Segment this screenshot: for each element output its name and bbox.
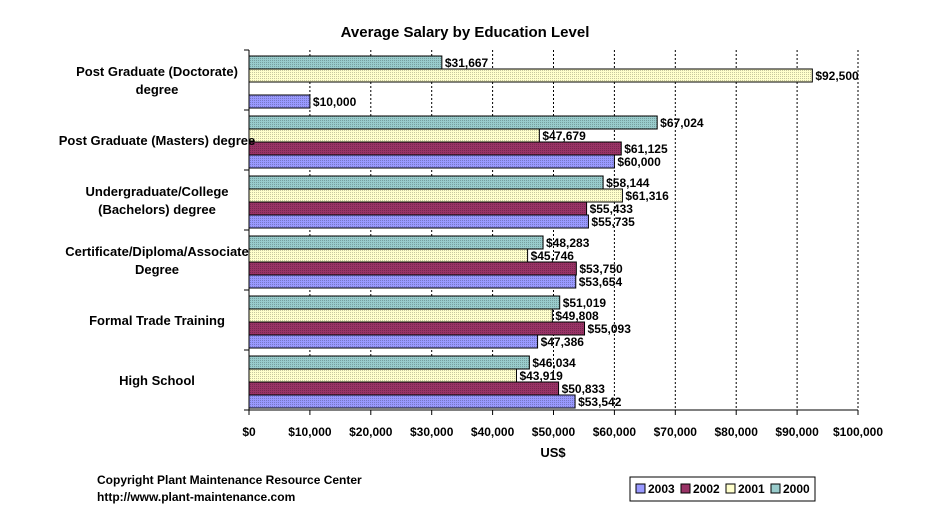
bar-texture	[249, 236, 544, 249]
data-label: $51,019	[563, 296, 607, 310]
x-tick-label: $80,000	[715, 425, 759, 439]
category-label: Post Graduate (Masters) degree	[59, 133, 256, 148]
data-label: $60,000	[617, 155, 661, 169]
bar-texture	[249, 189, 623, 202]
x-tick-label: $60,000	[593, 425, 637, 439]
legend-box	[629, 476, 816, 502]
bar-texture	[249, 142, 622, 155]
legend-swatch-2002	[680, 483, 691, 494]
grid-lines	[309, 50, 859, 410]
bar-texture	[249, 176, 604, 189]
x-tick-label: $90,000	[775, 425, 819, 439]
data-label: $47,386	[541, 335, 585, 349]
bar-texture	[249, 309, 553, 322]
x-axis-label: US$	[540, 445, 566, 460]
bar-texture	[249, 275, 576, 288]
data-label: $67,024	[660, 116, 704, 130]
data-label: $53,654	[579, 275, 623, 289]
x-tick-label: $30,000	[410, 425, 454, 439]
copyright-url: http://www.plant-maintenance.com	[97, 490, 296, 504]
bar-texture	[249, 116, 658, 129]
bar-texture	[249, 95, 310, 108]
data-label: $45,746	[531, 249, 575, 263]
copyright-text: Copyright Plant Maintenance Resource Cen…	[97, 473, 362, 487]
legend-swatch-2003	[635, 483, 646, 494]
bar-texture	[249, 155, 615, 168]
legend-swatch-2001	[725, 483, 736, 494]
data-label: $46,034	[532, 356, 576, 370]
data-label: $61,316	[625, 189, 669, 203]
data-label: $43,919	[519, 369, 563, 383]
bar-texture	[249, 322, 585, 335]
bar-texture	[249, 395, 576, 408]
data-label: $53,542	[578, 395, 622, 409]
bar-texture	[249, 296, 560, 309]
data-label: $61,125	[624, 142, 668, 156]
x-tick-label: $0	[242, 425, 256, 439]
legend: 2003 2002 2001 2000	[629, 476, 816, 502]
x-tick-label: $10,000	[288, 425, 332, 439]
legend-label-2003: 2003	[648, 482, 675, 496]
data-label: $31,667	[445, 56, 489, 70]
x-tick-label: $70,000	[654, 425, 698, 439]
x-tick-label: $40,000	[471, 425, 515, 439]
bar-texture	[249, 369, 517, 382]
category-labels: Post Graduate (Doctorate) degree Post Grad…	[59, 64, 256, 388]
category-label: Undergraduate/College	[85, 184, 228, 199]
bar-texture	[249, 335, 538, 348]
bar-texture	[249, 262, 577, 275]
bar-texture	[249, 249, 528, 262]
category-label: (Bachelors) degree	[98, 202, 216, 217]
data-label: $10,000	[313, 95, 357, 109]
bar-texture	[249, 69, 813, 82]
data-label: $48,283	[546, 236, 590, 250]
x-tick-label: $100,000	[833, 425, 883, 439]
bar-texture	[249, 215, 589, 228]
legend-label-2001: 2001	[738, 482, 765, 496]
category-label: High School	[119, 373, 195, 388]
bar-texture	[249, 202, 587, 215]
data-label: $55,735	[591, 215, 635, 229]
data-label: $49,808	[555, 309, 599, 323]
value-labels: $31,667 $92,500 $10,000 $67,024 $47,679 $61,1…	[313, 56, 859, 409]
data-label: $55,093	[588, 322, 632, 336]
bar-texture	[249, 356, 530, 369]
data-label: $47,679	[542, 129, 586, 143]
category-label: Post Graduate (Doctorate)	[76, 64, 238, 79]
category-label: Degree	[135, 262, 179, 277]
x-axis: $0 $10,000 $20,000 $30,000 $40,000 $50,000 $60…	[242, 49, 883, 439]
data-label: $50,833	[562, 382, 606, 396]
category-label: degree	[136, 82, 179, 97]
bar-texture	[249, 129, 540, 142]
legend-label-2002: 2002	[693, 482, 720, 496]
legend-label-2000: 2000	[783, 482, 810, 496]
data-label: $55,433	[590, 202, 634, 216]
data-label: $53,750	[579, 262, 623, 276]
bar-texture	[249, 56, 442, 69]
category-label: Formal Trade Training	[89, 313, 225, 328]
bar-texture	[249, 382, 559, 395]
category-label: Certificate/Diploma/Associate	[65, 244, 249, 259]
data-label: $92,500	[815, 69, 859, 83]
data-label: $58,144	[606, 176, 650, 190]
bars	[248, 55, 813, 409]
x-tick-label: $50,000	[532, 425, 576, 439]
chart-title: Average Salary by Education Level	[341, 24, 590, 41]
x-tick-label: $20,000	[349, 425, 393, 439]
legend-swatch-2000	[770, 483, 781, 494]
